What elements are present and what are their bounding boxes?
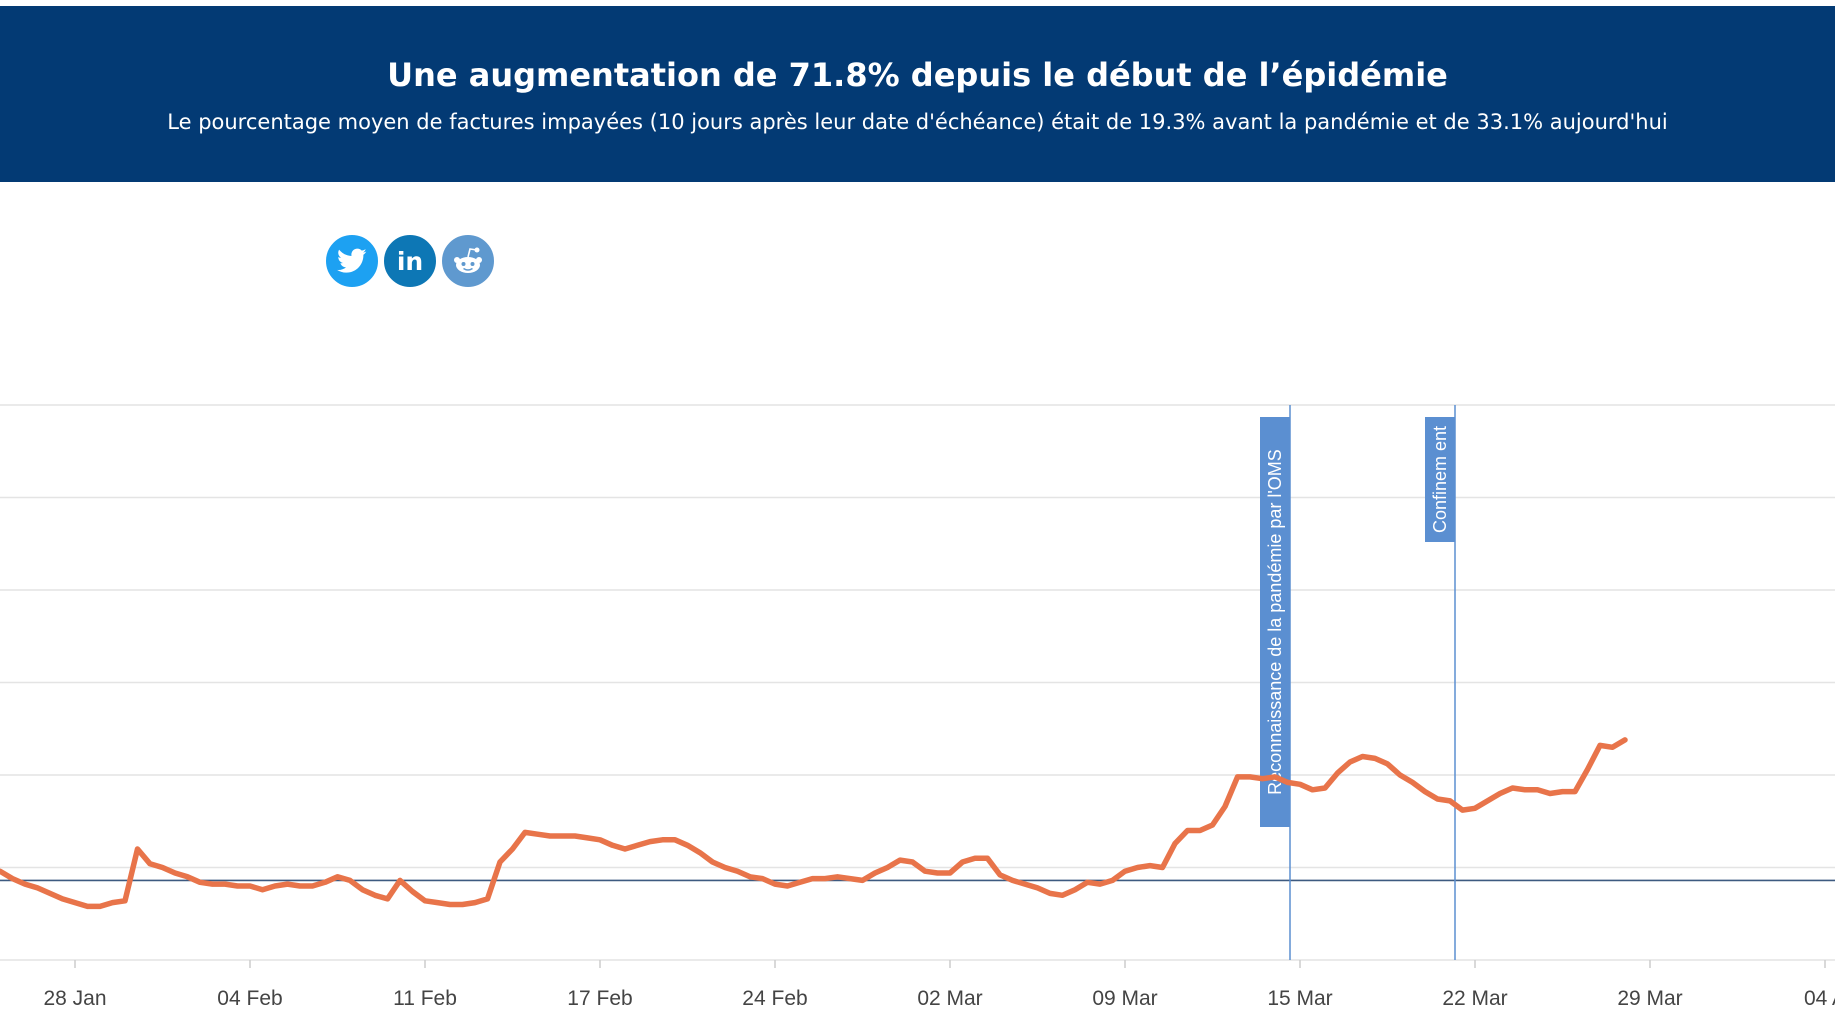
x-tick-label: 22 Mar (1442, 987, 1507, 1010)
x-tick-label: 28 Jan (43, 987, 106, 1010)
x-tick-label: 04 A (1804, 987, 1835, 1010)
share-buttons: in (324, 233, 498, 289)
twitter-bird-icon (337, 248, 367, 273)
chart-title: Une augmentation de 71.8% depuis le débu… (387, 56, 1448, 94)
x-tick-label: 02 Mar (917, 987, 982, 1010)
x-tick-label: 09 Mar (1092, 987, 1157, 1010)
x-tick-label: 04 Feb (217, 987, 282, 1010)
reddit-alien-icon (454, 247, 482, 273)
annotation-label: Reconnaissance de la pandémie par l'OMS (1265, 449, 1285, 795)
reddit-share-button[interactable] (440, 233, 496, 289)
x-tick-label: 29 Mar (1617, 987, 1682, 1010)
linkedin-share-button[interactable]: in (382, 233, 438, 289)
x-tick-label: 15 Mar (1267, 987, 1332, 1010)
chart-header: Une augmentation de 71.8% depuis le débu… (0, 6, 1835, 182)
series-line (0, 737, 1628, 910)
x-tick-label: 24 Feb (742, 987, 807, 1010)
x-tick-label: 11 Feb (393, 987, 457, 1010)
twitter-share-button[interactable] (324, 233, 380, 289)
annotation-box (1260, 417, 1290, 827)
chart-subtitle: Le pourcentage moyen de factures impayée… (167, 110, 1668, 134)
annotation-label: Confinem ent (1430, 426, 1450, 533)
x-tick-label: 17 Feb (567, 987, 632, 1010)
linkedin-icon: in (396, 246, 424, 276)
annotation-box (1425, 417, 1455, 542)
